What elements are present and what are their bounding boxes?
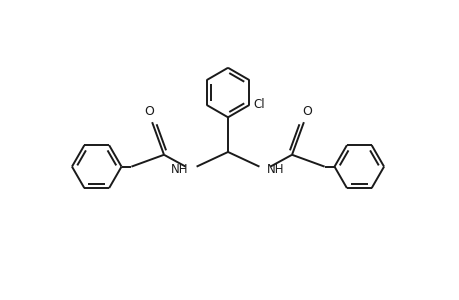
- Text: NH: NH: [171, 163, 188, 176]
- Text: Cl: Cl: [253, 98, 264, 111]
- Text: O: O: [301, 105, 311, 118]
- Text: O: O: [144, 105, 154, 118]
- Text: NH: NH: [267, 163, 284, 176]
